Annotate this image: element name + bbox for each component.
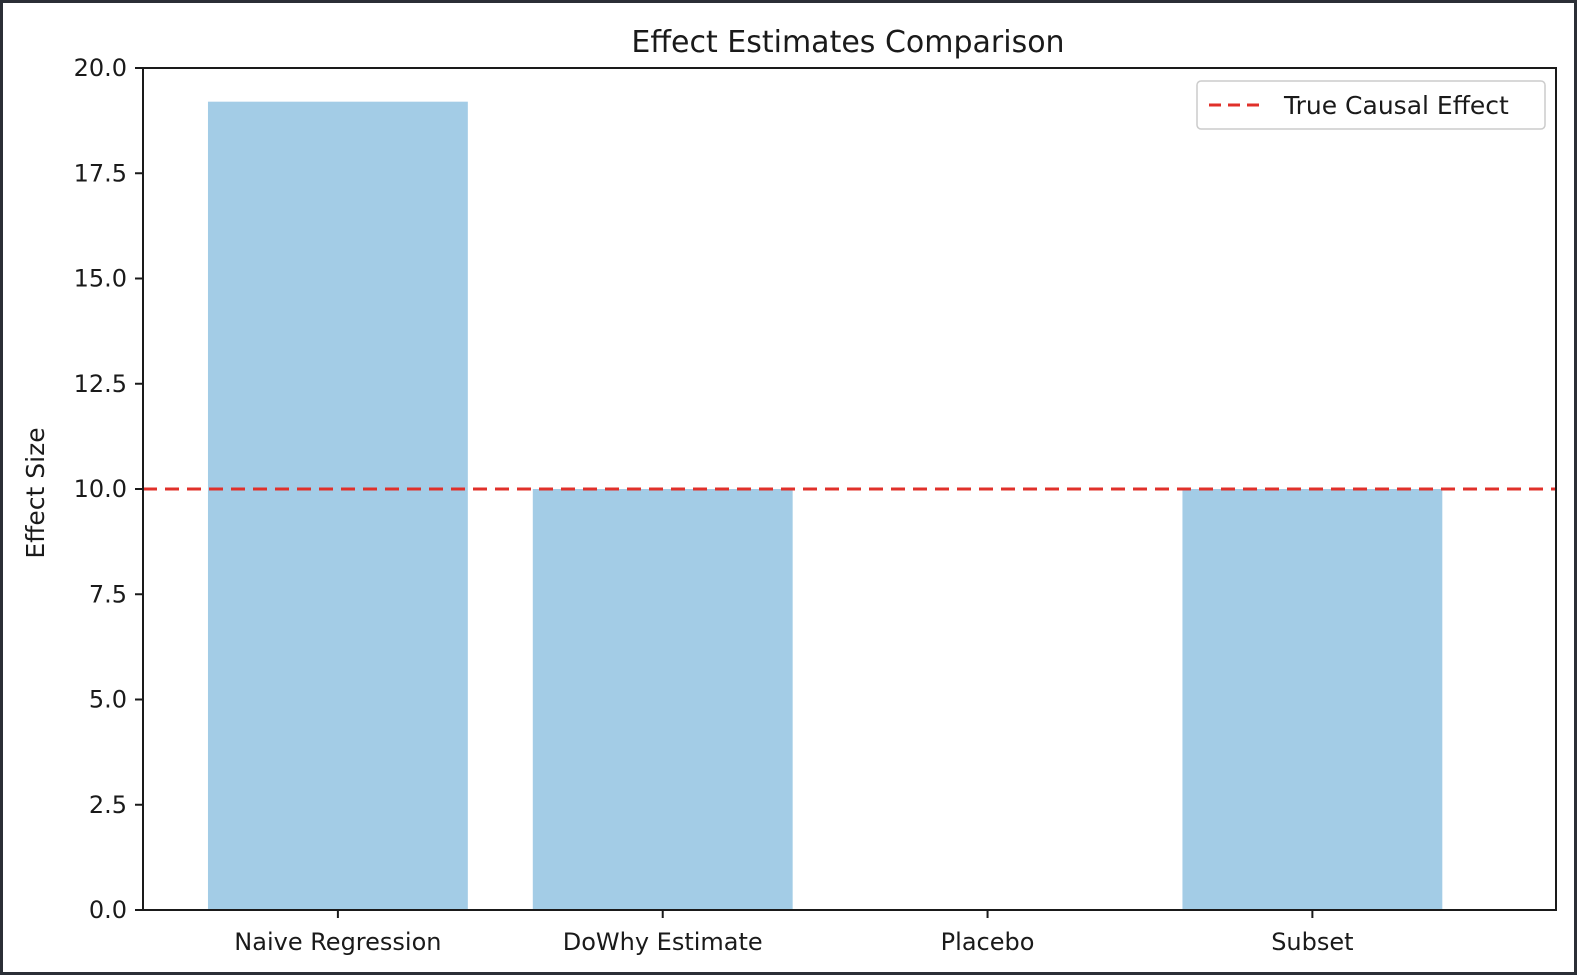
y-tick-label: 5.0 <box>89 686 127 714</box>
y-tick-label: 17.5 <box>74 159 127 187</box>
chart-title: Effect Estimates Comparison <box>631 25 1064 60</box>
bars-layer <box>207 101 1443 911</box>
y-tick-label: 12.5 <box>74 370 127 398</box>
legend-label: True Causal Effect <box>1283 91 1509 120</box>
legend: True Causal Effect <box>1196 80 1546 130</box>
x-tick-label: Naive Regression <box>234 928 441 956</box>
bar-naive-regression <box>207 101 468 911</box>
y-tick-label: 2.5 <box>89 791 127 819</box>
x-tick-label: Placebo <box>941 928 1035 956</box>
x-tick-label: DoWhy Estimate <box>563 928 763 956</box>
y-tick-label: 15.0 <box>74 265 127 293</box>
y-tick-label: 0.0 <box>89 896 127 924</box>
y-tick-label: 10.0 <box>74 475 127 503</box>
bar-dowhy-estimate <box>532 489 793 910</box>
y-tick-label: 20.0 <box>74 54 127 82</box>
y-axis: 0.0 2.5 5.0 7.5 10.0 12.5 15.0 17.5 20.0 <box>74 54 143 924</box>
bar-subset <box>1182 489 1443 910</box>
y-axis-label: Effect Size <box>21 427 50 558</box>
bar-chart: Effect Estimates Comparison Effect Size … <box>21 25 1557 956</box>
chart-frame: Effect Estimates Comparison Effect Size … <box>3 3 1574 972</box>
x-axis: Naive Regression DoWhy Estimate Placebo Sub… <box>234 910 1354 956</box>
x-tick-label: Subset <box>1271 928 1353 956</box>
y-tick-label: 7.5 <box>89 580 127 608</box>
legend-box <box>1196 80 1546 130</box>
